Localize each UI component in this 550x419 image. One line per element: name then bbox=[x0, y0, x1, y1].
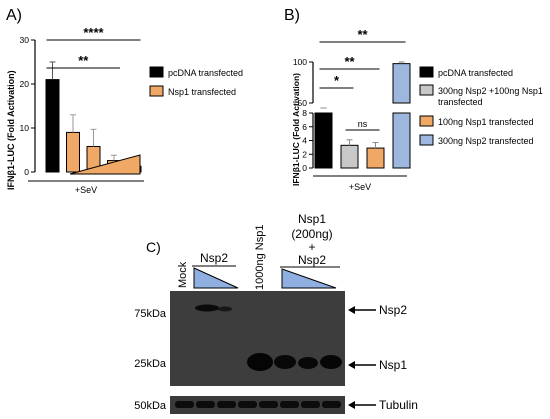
panel-a-xlabel: +SeV bbox=[75, 185, 97, 195]
a-ytick-label-3: 30 bbox=[20, 35, 30, 45]
b-legend-swatch-2 bbox=[419, 115, 434, 127]
a-ytick-label-2: 20 bbox=[20, 79, 30, 89]
band-nsp1-lane7 bbox=[298, 357, 318, 369]
band-tubulin-lane1 bbox=[175, 401, 194, 408]
a-legend-swatch-1 bbox=[149, 85, 164, 97]
band-nsp1-lane6 bbox=[274, 355, 296, 369]
band-tubulin-lane6 bbox=[280, 401, 299, 408]
panel-b-significance: * ns **** bbox=[319, 27, 406, 131]
b-legend-label-3: 300ng Nsp2 transfected bbox=[438, 136, 534, 146]
combo-label-line3: + bbox=[308, 240, 315, 254]
panel-b-legend: pcDNA transfected 300ng Nsp2 +100ng Nsp1 t… bbox=[419, 66, 543, 146]
a-legend-label-1: Nsp1 transfected bbox=[168, 87, 236, 97]
arrow-nsp2-head bbox=[348, 306, 355, 314]
nsp2-dose-wedge bbox=[193, 267, 239, 289]
marker-75kda: 75kDa bbox=[134, 308, 167, 320]
b-ytick-low-label-4: 8 bbox=[302, 108, 307, 118]
b-ytick-low-label-2: 4 bbox=[302, 136, 307, 146]
b-legend-swatch-3 bbox=[419, 134, 434, 146]
b-legend-label-0: pcDNA transfected bbox=[438, 68, 513, 78]
panel-a-y-ticks: 0 10 20 30 bbox=[20, 35, 35, 177]
a-legend-swatch-0 bbox=[149, 66, 164, 78]
b-ytick-up-label-1: 100 bbox=[293, 57, 307, 67]
a-bar-0-0 bbox=[45, 79, 60, 173]
a-sig-label-0: ** bbox=[78, 53, 89, 68]
b-ytick-low-label-1: 2 bbox=[302, 149, 307, 159]
band-tubulin-lane2 bbox=[196, 401, 215, 408]
b-legend-label-2: 100ng Nsp1 transfected bbox=[438, 117, 534, 127]
band-tubulin-lane7 bbox=[301, 401, 320, 408]
marker-50kda: 50kDa bbox=[134, 400, 167, 412]
a-ytick-label-0: 0 bbox=[24, 167, 29, 177]
b-ytick-low-label-0: 0 bbox=[302, 163, 307, 173]
panel-b: B) IFNβ1-LUC (Fold Activation) 0 2 4 6 850 10… bbox=[284, 7, 543, 192]
a-sig-label-1: **** bbox=[83, 25, 104, 40]
b-legend-swatch-0 bbox=[419, 66, 434, 78]
band-label-nsp2: Nsp2 bbox=[379, 303, 407, 317]
combo-label-line2: (200ng) bbox=[291, 227, 332, 241]
b-ytick-up-label-0: 50 bbox=[298, 98, 308, 108]
lane-label-nsp1-1000: 1000ng Nsp1 bbox=[254, 225, 266, 290]
b-legend-label-1: 300ng Nsp2 +100ng Nsp1 transfected bbox=[438, 86, 543, 107]
band-tubulin-lane4 bbox=[238, 401, 257, 408]
b-sig-label-1: ns bbox=[358, 119, 368, 129]
b-sig-label-2: ** bbox=[344, 54, 355, 69]
panel-c-label: C) bbox=[146, 239, 161, 255]
arrow-nsp1-head bbox=[348, 361, 355, 369]
b-ytick-low-label-3: 6 bbox=[302, 122, 307, 132]
panel-c: C) Mock Nsp2 1000ng Nsp1 Nsp1 (200ng) + … bbox=[134, 212, 418, 414]
arrow-tubulin-head bbox=[348, 401, 355, 409]
b-bar-1 bbox=[340, 144, 359, 169]
panel-b-bars bbox=[314, 61, 411, 169]
band-nsp1-lane8 bbox=[320, 355, 342, 369]
panel-a-ylabel: IFNβ1-LUC (Fold Activation) bbox=[6, 70, 16, 190]
panel-a-dose-wedge bbox=[69, 154, 141, 175]
b-bar-3-upper bbox=[392, 63, 411, 104]
panel-a: A) IFNβ1-LUC (Fold Activation) 0 10 20 30 *… bbox=[6, 7, 243, 195]
combo-label-line4: Nsp2 bbox=[298, 253, 326, 267]
panel-b-label: B) bbox=[284, 7, 300, 24]
band-tubulin-lane8 bbox=[322, 401, 341, 408]
band-tubulin-lane5 bbox=[259, 401, 278, 408]
panel-b-y-ticks: 0 2 4 6 850 100 bbox=[293, 57, 313, 173]
b-sig-label-0: * bbox=[334, 73, 340, 88]
band-tubulin-lane3 bbox=[217, 401, 236, 408]
band-label-tubulin: Tubulin bbox=[379, 398, 418, 412]
panel-a-bars bbox=[45, 61, 142, 173]
panel-a-legend: pcDNA transfected Nsp1 transfected bbox=[149, 66, 243, 97]
panel-b-xlabel: +SeV bbox=[349, 182, 371, 192]
marker-25kda: 25kDa bbox=[134, 358, 167, 370]
a-legend-label-0: pcDNA transfected bbox=[168, 68, 243, 78]
a-bar-1-1 bbox=[66, 131, 80, 173]
band-nsp1-lane5 bbox=[247, 353, 273, 371]
b-bar-0-lower bbox=[314, 112, 333, 169]
lane-label-nsp2: Nsp2 bbox=[200, 251, 228, 265]
band-nsp2-lane2 bbox=[195, 304, 219, 312]
blot-tubulin-membrane bbox=[170, 396, 345, 414]
panel-b-ylabel: IFNβ1-LUC (Fold Activation) bbox=[291, 73, 301, 186]
b-legend-swatch-1 bbox=[419, 84, 434, 96]
band-label-nsp1: Nsp1 bbox=[379, 358, 407, 372]
b-sig-label-3: ** bbox=[357, 27, 368, 42]
blot-main-membrane bbox=[170, 291, 345, 386]
a-ytick-label-1: 10 bbox=[20, 123, 30, 133]
band-nsp2-lane3 bbox=[218, 306, 232, 312]
b-bar-2 bbox=[366, 147, 385, 169]
b-bar-3-lower bbox=[392, 112, 411, 169]
panel-a-significance: ****** bbox=[46, 25, 141, 69]
panel-a-label: A) bbox=[6, 7, 22, 24]
combo-label-line1: Nsp1 bbox=[298, 212, 326, 226]
lane-label-mock: Mock bbox=[177, 261, 189, 288]
combo-dose-wedge bbox=[281, 268, 337, 289]
